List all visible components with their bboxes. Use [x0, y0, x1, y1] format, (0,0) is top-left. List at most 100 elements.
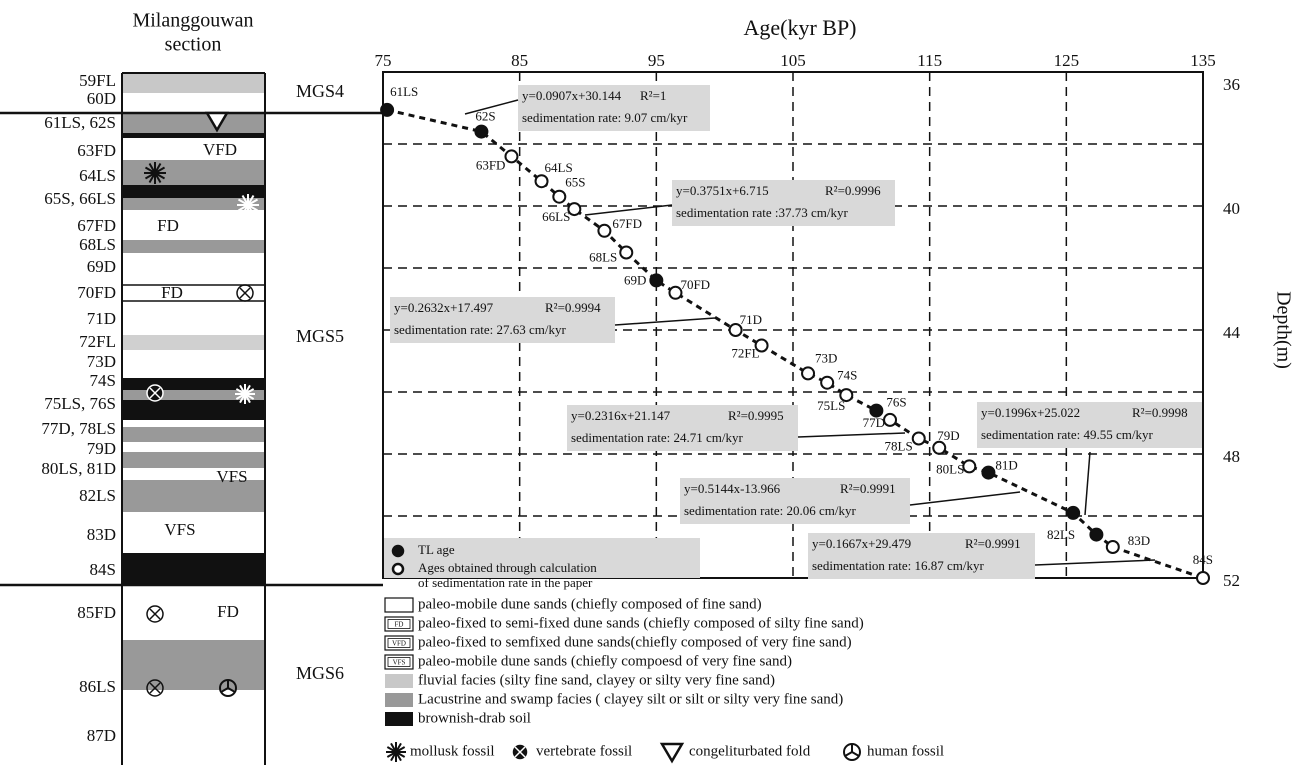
sedimentation-rate: sedimentation rate: 49.55 cm/kyr	[981, 427, 1154, 442]
layer-band	[122, 468, 265, 480]
x-tick-label: 75	[375, 51, 392, 70]
layer-band	[122, 160, 265, 185]
layer-label: 67FD	[77, 216, 116, 235]
layer-label: 59FL	[79, 71, 116, 90]
vertebrate-symbol	[514, 746, 526, 758]
legend-swatch	[384, 597, 414, 613]
regression-equation: y=0.0907x+30.144	[522, 88, 622, 103]
legend-marker	[391, 544, 405, 558]
regression-equation: y=0.1667x+29.479	[812, 536, 911, 551]
y-tick-label: 40	[1223, 199, 1240, 218]
regression-equation: y=0.2632x+17.497	[394, 300, 494, 315]
vertebrate-symbol	[149, 682, 161, 694]
data-point	[619, 245, 634, 260]
legend-swatch-inner	[387, 619, 411, 629]
annotation-leader	[614, 317, 716, 326]
point-label: 77D	[863, 415, 885, 430]
legend-label: TL age	[418, 542, 455, 557]
legend-text: paleo-mobile dune sands (chiefly compose…	[418, 596, 762, 612]
unit-label: MGS6	[296, 663, 344, 683]
point-label: 74S	[837, 368, 857, 383]
annotation-box	[672, 180, 895, 226]
point-label: 84S	[1193, 552, 1213, 567]
human-symbol	[851, 751, 860, 757]
point-label: 62S	[475, 109, 495, 124]
legend-label: Ages obtained through calculation	[418, 560, 597, 575]
layer-label: 63FD	[77, 141, 116, 160]
layer-label: 60D	[87, 89, 116, 108]
sedimentation-rate: sedimentation rate: 20.06 cm/kyr	[684, 503, 857, 518]
legend-tag: FD	[395, 621, 404, 629]
legend-swatch-inner	[387, 638, 411, 648]
layer-band	[122, 93, 265, 113]
regression-equation: y=0.3751x+6.715	[676, 183, 769, 198]
point-label: 69D	[624, 272, 646, 287]
r-squared: R²=0.9991	[965, 536, 1021, 551]
y-axis-title: Depth(m)	[1272, 291, 1294, 369]
annotation-box	[977, 402, 1202, 448]
sedimentation-rate: sedimentation rate: 27.63 cm/kyr	[394, 322, 567, 337]
layer-label: 75LS, 76S	[44, 394, 116, 413]
point-label: 70FD	[680, 277, 710, 292]
unit-label: MGS4	[296, 81, 344, 101]
legend-marker	[391, 562, 405, 576]
legend-swatch	[384, 616, 414, 632]
data-point	[567, 202, 582, 217]
layer-label: 87D	[87, 726, 116, 745]
y-tick-label: 36	[1223, 75, 1240, 94]
data-point	[932, 440, 947, 455]
human-symbol	[220, 687, 229, 693]
layer-label: 80LS, 81D	[41, 459, 116, 478]
layer-label: 64LS	[79, 166, 116, 185]
data-point	[754, 338, 769, 353]
layer-band	[122, 390, 265, 400]
vertebrate-symbol	[236, 284, 254, 302]
facies-tag: FD	[161, 283, 183, 302]
legend-text: paleo-fixed to semfixed dune sands(chief…	[418, 634, 852, 650]
data-point	[883, 412, 898, 427]
data-point	[869, 403, 884, 418]
point-label: 79D	[937, 428, 959, 443]
data-point	[504, 149, 519, 164]
layer-band	[122, 240, 265, 253]
layer-label: 73D	[87, 352, 116, 371]
layer-band	[122, 427, 265, 442]
r-squared: R²=0.9995	[728, 408, 784, 423]
layer-band	[122, 210, 265, 240]
annotation-box	[808, 533, 1035, 579]
section-title: section	[165, 34, 222, 56]
legend-tag: VFS	[393, 659, 406, 667]
annotation-leader	[1084, 451, 1091, 516]
legend-text: paleo-fixed to semi-fixed dune sands (ch…	[418, 615, 864, 631]
data-point	[1066, 505, 1081, 520]
layer-label: 68LS	[79, 235, 116, 254]
legend-swatch	[384, 654, 414, 670]
data-point	[1196, 571, 1210, 585]
sedimentation-rate: sedimentation rate: 16.87 cm/kyr	[812, 558, 985, 573]
point-label: 75LS	[817, 398, 845, 413]
point-label: 83D	[1128, 533, 1150, 548]
symbol-label: vertebrate fossil	[536, 743, 632, 759]
legend-text: paleo-mobile dune sands (chiefly compoes…	[418, 653, 792, 669]
layer-label: 72FL	[79, 332, 116, 351]
r-squared: R²=0.9998	[1132, 405, 1188, 420]
annotation-leader	[584, 204, 673, 216]
vertebrate-symbol	[149, 387, 161, 399]
point-label: 80LS	[936, 461, 964, 476]
legend-box	[384, 538, 700, 578]
layer-band	[122, 553, 265, 585]
point-label: 65S	[565, 175, 585, 190]
annotation-box	[680, 478, 910, 524]
layer-band	[122, 285, 265, 301]
layer-band	[122, 442, 265, 452]
point-label: 72FL	[731, 345, 759, 360]
legend-text: fluvial facies (silty fine sand, clayey …	[418, 672, 775, 688]
data-point	[474, 124, 489, 139]
layer-label: 84S	[90, 560, 116, 579]
layer-label: 65S, 66LS	[44, 189, 116, 208]
annotation-leader	[909, 491, 1021, 506]
point-label: 78LS	[885, 438, 913, 453]
layer-band	[122, 113, 265, 133]
point-label: 71D	[740, 312, 762, 327]
data-point	[1089, 527, 1104, 542]
